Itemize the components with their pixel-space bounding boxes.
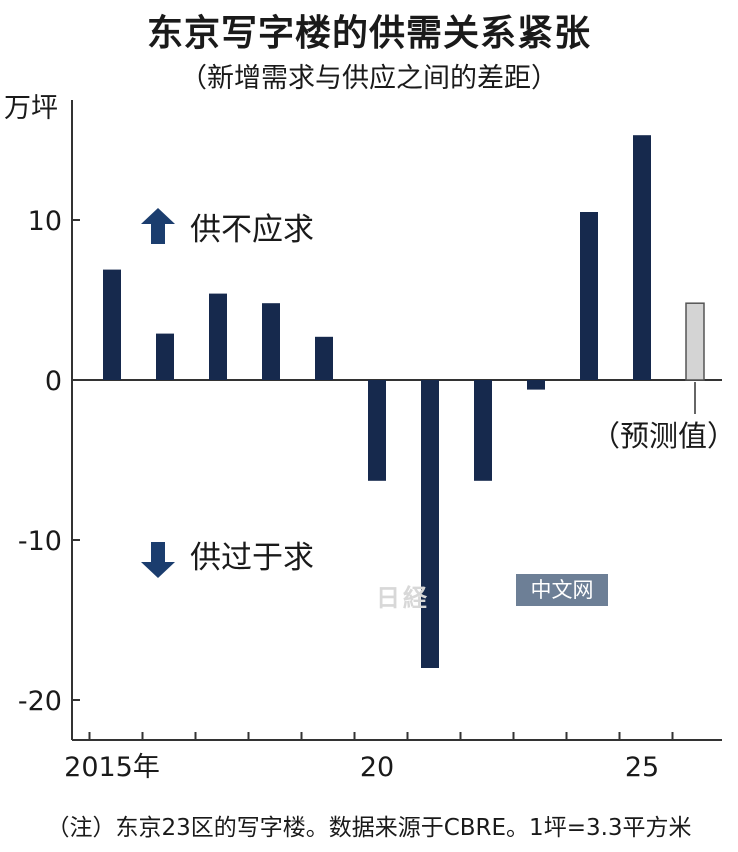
bar-2018 xyxy=(262,303,280,380)
bar-2015 xyxy=(103,269,121,380)
ticks: 10 0 -10 -20 2015年 20 25 xyxy=(18,206,674,783)
footnote: （注）东京23区的写字楼。数据来源于CBRE。1坪=3.3平方米 xyxy=(46,815,692,841)
y-tick-label: -20 xyxy=(18,686,62,717)
forecast-label: （预测值） xyxy=(591,419,736,453)
bar-2017 xyxy=(209,293,227,380)
y-tick-label: 10 xyxy=(28,206,62,237)
watermark-text: 中文网 xyxy=(516,574,608,606)
watermark-logo: 日経 xyxy=(376,583,430,612)
bar-2016 xyxy=(156,333,174,380)
x-tick-label: 2015年 xyxy=(64,752,160,783)
arrow-up-icon xyxy=(141,208,175,244)
annotation-down: 供过于求 xyxy=(190,540,314,576)
axes xyxy=(71,100,722,741)
chart-subtitle: （新增需求与供应之间的差距） xyxy=(180,63,558,94)
bar-2020 xyxy=(368,380,386,481)
bar-2023 xyxy=(527,380,545,390)
bar-2019 xyxy=(315,336,333,380)
annotation-up: 供不应求 xyxy=(190,212,314,248)
watermark: 日経 中文网 xyxy=(376,574,612,612)
y-tick-label: -10 xyxy=(18,526,62,557)
bar-forecast-2026 xyxy=(685,302,705,381)
bar-2022 xyxy=(474,380,492,481)
y-tick-label: 0 xyxy=(45,366,62,397)
x-tick-label: 25 xyxy=(625,752,659,783)
bar-2021 xyxy=(421,380,439,668)
chart-title: 东京写字楼的供需关系紧张 xyxy=(146,13,591,54)
bars xyxy=(103,135,705,668)
x-tick-label: 20 xyxy=(360,752,394,783)
bar-2024 xyxy=(580,212,598,380)
arrow-down-icon xyxy=(141,542,175,578)
bar-2025 xyxy=(633,135,651,380)
y-axis-unit: 万坪 xyxy=(4,93,58,124)
